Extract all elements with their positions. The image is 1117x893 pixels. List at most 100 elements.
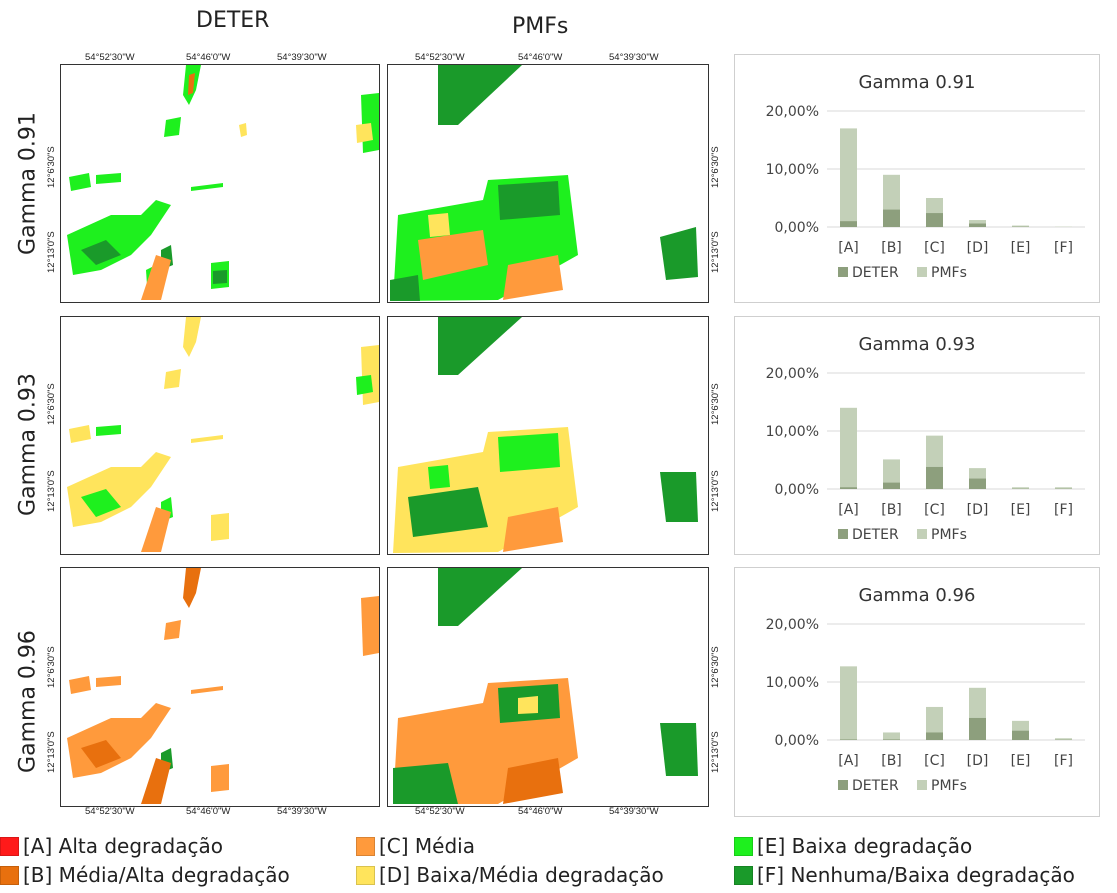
row-label-gamma-091: Gamma 0.91 [15, 112, 41, 255]
bar-deter [926, 466, 943, 489]
lat-label: 12°6'30"S [46, 383, 57, 425]
bar-pmfs [840, 666, 857, 740]
legend-swatch [734, 865, 753, 885]
legend-swatch-deter [838, 529, 848, 539]
x-tick-label: [C] [924, 240, 945, 256]
row-label-gamma-093: Gamma 0.93 [15, 373, 41, 516]
legend-item-c: [C] Média [356, 834, 475, 858]
deter-map-gamma-091 [60, 64, 380, 303]
bar-pmfs [883, 732, 900, 740]
bar-deter [840, 739, 857, 740]
lon-label: 54°39'30"W [277, 806, 327, 817]
x-tick-label: [C] [924, 753, 945, 769]
chart-gamma-096: Gamma 0.96 0,00% 10,00% 20,00% [A] [B] [C] [D] [… [734, 567, 1100, 817]
lat-label: 12°13'0"S [710, 470, 721, 512]
lat-label: 12°6'30"S [710, 146, 721, 188]
bar-deter [883, 739, 900, 740]
x-tick-label: [E] [1011, 753, 1031, 769]
y-tick-label: 0,00% [775, 482, 819, 498]
bar-pmfs [926, 706, 943, 740]
legend-swatch [0, 865, 19, 885]
y-tick-label: 20,00% [766, 617, 819, 633]
lat-label: 12°13'0"S [710, 731, 721, 773]
legend-swatch-pmfs [917, 529, 927, 539]
bar-pmfs [840, 407, 857, 489]
legend-label-pmfs: PMFs [931, 778, 967, 794]
x-tick-label: [A] [838, 240, 859, 256]
legend-swatch [356, 865, 375, 885]
bar-pmfs [969, 220, 986, 227]
deter-map-gamma-093 [60, 316, 380, 555]
bar-pmfs [1012, 487, 1029, 489]
chart-gamma-091: Gamma 0.91 0,00% 10,00% 20,00% [A] [B] [C] [D] [… [734, 54, 1100, 303]
legend-swatch-deter [838, 267, 848, 277]
legend-item-a: [A] Alta degradação [0, 834, 223, 858]
lon-label: 54°52'30"W [85, 52, 135, 63]
bar-pmfs [1012, 225, 1029, 227]
x-tick-label: [E] [1011, 502, 1031, 518]
legend-swatch [356, 836, 375, 856]
deter-column-title: DETER [196, 8, 270, 33]
x-tick-label: [B] [881, 240, 902, 256]
x-tick-label: [C] [924, 502, 945, 518]
bar-pmfs [840, 128, 857, 227]
bar-deter [883, 209, 900, 227]
legend-swatch [734, 836, 753, 856]
y-tick-label: 10,00% [766, 675, 819, 691]
legend-label-deter: DETER [852, 265, 899, 281]
bar-pmfs [1055, 487, 1072, 489]
legend-label-pmfs: PMFs [931, 265, 967, 281]
bar-deter [926, 732, 943, 740]
lat-label: 12°13'0"S [46, 731, 57, 773]
bar-deter [969, 717, 986, 740]
lon-label: 54°46'0"W [186, 806, 231, 817]
bar-pmfs [1055, 738, 1072, 740]
y-tick-label: 10,00% [766, 162, 819, 178]
legend-swatch-pmfs [917, 267, 927, 277]
chart-title: Gamma 0.91 [859, 72, 976, 93]
legend-label: [B] Média/Alta degradação [23, 863, 290, 887]
chart-gamma-093: Gamma 0.93 0,00% 10,00% 20,00% [A] [B] [C] [D] [… [734, 316, 1100, 555]
y-tick-label: 0,00% [775, 733, 819, 749]
y-tick-label: 20,00% [766, 104, 819, 120]
chart-title: Gamma 0.93 [859, 334, 976, 355]
pmfs-map-gamma-096 [387, 567, 709, 807]
lat-label: 12°13'0"S [710, 231, 721, 273]
legend-item-b: [B] Média/Alta degradação [0, 863, 290, 887]
legend-label-pmfs: PMFs [931, 527, 967, 543]
lon-label: 54°39'30"W [277, 52, 327, 63]
x-tick-label: [F] [1054, 502, 1073, 518]
bar-pmfs [883, 459, 900, 489]
degradation-legend: [A] Alta degradação [B] Média/Alta degra… [0, 828, 1117, 893]
lat-label: 12°13'0"S [46, 470, 57, 512]
x-tick-label: [A] [838, 502, 859, 518]
legend-label: [F] Nenhuma/Baixa degradação [757, 863, 1075, 887]
legend-item-d: [D] Baixa/Média degradação [356, 863, 664, 887]
y-tick-label: 20,00% [766, 366, 819, 382]
legend-item-e: [E] Baixa degradação [734, 834, 972, 858]
bar-deter [840, 221, 857, 227]
chart-title: Gamma 0.96 [859, 585, 976, 606]
legend-item-f: [F] Nenhuma/Baixa degradação [734, 863, 1075, 887]
legend-label-deter: DETER [852, 527, 899, 543]
lon-label: 54°52'30"W [415, 806, 465, 817]
x-tick-label: [F] [1054, 753, 1073, 769]
lon-label: 54°52'30"W [415, 52, 465, 63]
lat-label: 12°13'0"S [46, 231, 57, 273]
row-label-gamma-096: Gamma 0.96 [15, 630, 41, 773]
legend-swatch [0, 836, 19, 856]
x-tick-label: [F] [1054, 240, 1073, 256]
x-tick-label: [D] [967, 502, 989, 518]
x-tick-label: [B] [881, 502, 902, 518]
lon-label: 54°39'30"W [609, 806, 659, 817]
lat-label: 12°6'30"S [46, 646, 57, 688]
lon-label: 54°52'30"W [85, 806, 135, 817]
deter-map-gamma-096 [60, 567, 380, 807]
y-tick-label: 10,00% [766, 424, 819, 440]
legend-swatch-pmfs [917, 780, 927, 790]
lon-label: 54°46'0"W [186, 52, 231, 63]
pmfs-map-gamma-093 [387, 316, 709, 555]
legend-label: [C] Média [379, 834, 475, 858]
lon-label: 54°46'0"W [518, 806, 563, 817]
x-tick-label: [A] [838, 753, 859, 769]
